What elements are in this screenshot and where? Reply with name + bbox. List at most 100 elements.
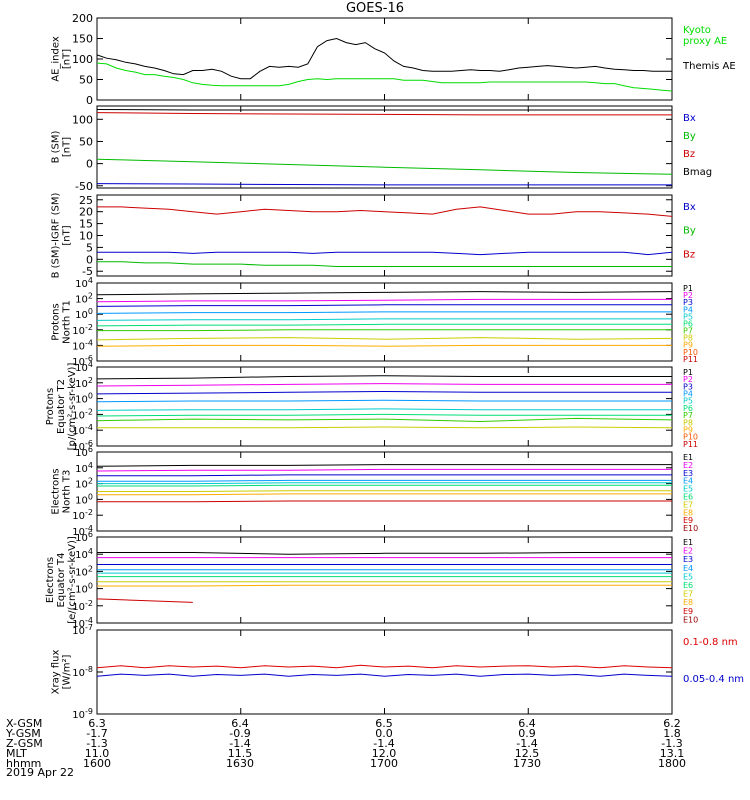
y-tick-label: 10-6: [72, 354, 93, 368]
legend-entry: E4: [683, 564, 693, 573]
y-tick-label: 0: [86, 158, 93, 171]
y-axis-label-line: AE_index: [51, 36, 62, 82]
legend-entry: P9: [683, 341, 693, 350]
y-tick-label: 106: [75, 445, 93, 459]
y-axis-label-line: North T3: [62, 470, 73, 514]
legend-entry: P10: [683, 433, 698, 442]
legend-entry: P11: [683, 440, 698, 449]
series-line: [97, 479, 672, 482]
y-tick-label: 100: [72, 53, 93, 66]
y-axis-label: AE_index [nT]: [51, 36, 73, 82]
series-line: [97, 251, 673, 256]
panel-frame: [96, 366, 673, 447]
series-line: [96, 375, 672, 380]
y-tick-label: 10-6: [72, 439, 93, 453]
legend-entry: E5: [683, 572, 693, 581]
legend-entry: Kyoto: [683, 25, 711, 36]
footer-value: 6.3: [88, 717, 106, 730]
y-axis-label: Electrons North T3: [51, 468, 73, 514]
y-tick-label: 10-2: [72, 323, 93, 337]
footer-value: -1.3: [86, 737, 108, 750]
y-tick-label: 104: [75, 461, 93, 475]
y-tick-label: 0: [86, 253, 93, 266]
footer-value: 12.0: [371, 747, 397, 760]
legend-entry: P1: [683, 284, 693, 293]
footer-value: 6.5: [375, 717, 393, 730]
footer-value: -1.3: [661, 737, 683, 750]
legend-entry: P2: [683, 291, 693, 300]
series-line: [96, 62, 673, 92]
y-tick-label: 104: [75, 276, 93, 290]
series-line: [96, 337, 673, 341]
y-tick-label: 10-4: [72, 338, 93, 352]
footer-value: 1600: [83, 757, 111, 770]
legend-entry: P5: [683, 312, 693, 321]
panel-frame: [96, 105, 673, 189]
series-line: [96, 323, 672, 327]
y-tick-label: 100: [75, 492, 93, 506]
footer-value: -1.4: [516, 737, 538, 750]
panel-frame: [96, 282, 673, 362]
series-line: [97, 500, 672, 503]
date-label: 2019 Apr 22: [6, 766, 75, 779]
legend-entry: P9: [683, 425, 693, 434]
y-axis-label: Protons Equator T2 [p/(cm²-s-sr-keV)]: [45, 363, 78, 451]
y-axis-label-line: Protons: [51, 303, 62, 340]
y-tick-label: 10-2: [72, 599, 93, 613]
y-axis-label-line: [nT]: [62, 49, 73, 69]
series-line: [96, 408, 672, 411]
series-line: [96, 464, 672, 467]
y-tick-label: 5: [86, 241, 93, 254]
y-tick-label: 20: [79, 206, 93, 219]
y-tick-label: 102: [75, 376, 93, 390]
y-tick-label: 10-7: [72, 623, 93, 637]
legend-entry: E9: [683, 607, 693, 616]
series-line: [96, 664, 673, 669]
legend-entry: P11: [683, 355, 698, 364]
y-tick-label: 100: [75, 582, 93, 596]
legend-entry: E3: [683, 469, 693, 478]
footer-value: 11.5: [227, 747, 253, 760]
series-line: [96, 318, 672, 321]
legend-entry: E8: [683, 508, 693, 517]
footer-value: 1800: [658, 757, 686, 770]
y-tick-label: 50: [79, 74, 93, 87]
y-tick-label: 50: [79, 135, 93, 148]
y-tick-label: 10-2: [72, 407, 93, 421]
y-axis-label: B (SM) [nT]: [51, 130, 73, 163]
series-line: [96, 112, 672, 116]
legend-entry: P4: [683, 390, 693, 399]
legend-entry: E9: [683, 516, 693, 525]
footer-value: -1.4: [373, 737, 395, 750]
y-tick-label: 200: [72, 12, 93, 25]
series-line: [96, 304, 672, 307]
y-tick-label: 102: [75, 292, 93, 306]
y-axis-label: Protons North T1: [51, 300, 73, 344]
legend-entry: Bz: [683, 149, 695, 160]
legend-entry: E1: [683, 538, 693, 547]
y-tick-label: 10-4: [72, 616, 93, 630]
series-line: [97, 599, 576, 603]
y-tick-label: -5: [82, 265, 93, 278]
y-axis-label-line: Equator T4: [56, 553, 67, 608]
legend-entry: Bx: [683, 202, 696, 213]
series-line: [97, 206, 673, 217]
panel-2: -50 0 50 100 B (SM) [nT] Bx By Bz Bmag: [51, 105, 712, 193]
y-axis-label-line: Equator T2: [56, 379, 67, 434]
y-tick-label: 10-4: [72, 524, 93, 538]
legend-entry: E1: [683, 453, 693, 462]
legend-entry: P8: [683, 334, 693, 343]
y-axis-label-line: [e/(cm²-s-sr-keV)]: [67, 536, 78, 624]
legend-entry: P1: [683, 368, 693, 377]
series-line: [96, 158, 673, 175]
footer-value: 1730: [513, 757, 541, 770]
footer-value: 0.0: [375, 727, 393, 740]
legend-entry: By: [683, 226, 696, 237]
legend-entry: By: [683, 131, 696, 142]
legend-entry: 0.1-0.8 nm: [683, 637, 738, 648]
series-line: [96, 298, 672, 303]
panel-frame: [96, 536, 673, 624]
panel-frame: [96, 629, 673, 715]
